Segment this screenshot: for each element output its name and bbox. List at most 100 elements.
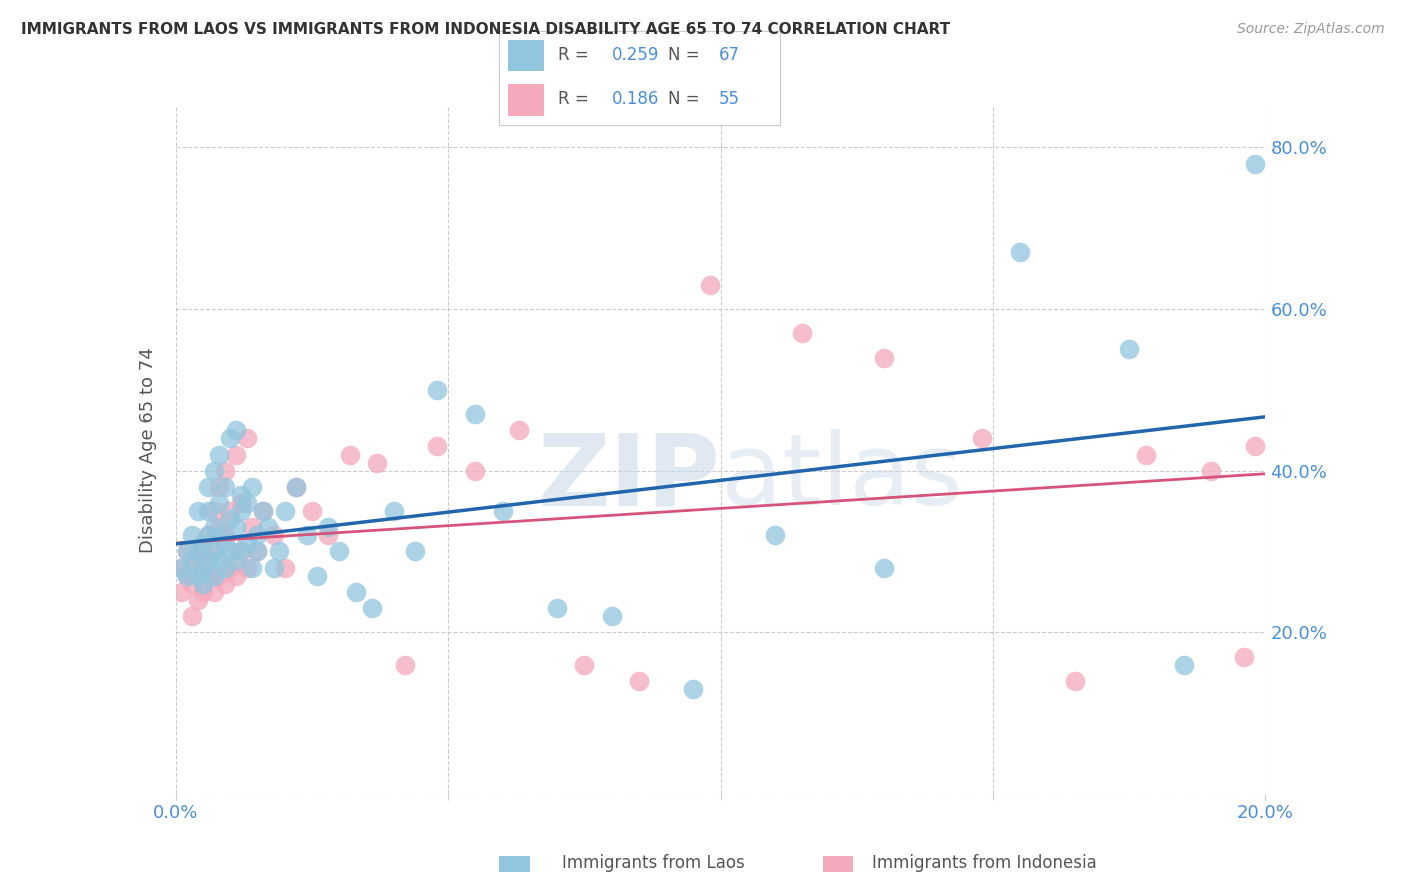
Point: [191, 576, 214, 591]
Point: [225, 552, 247, 566]
Text: 55: 55: [718, 90, 740, 108]
Point: [176, 544, 198, 558]
Point: [873, 560, 896, 574]
Point: [307, 568, 329, 582]
Point: [763, 528, 786, 542]
Point: [792, 326, 814, 341]
Point: [214, 560, 236, 574]
Point: [202, 568, 225, 582]
Point: [202, 520, 225, 534]
Point: [191, 585, 214, 599]
Point: [426, 439, 449, 453]
Point: [181, 609, 204, 624]
Point: [170, 585, 193, 599]
Point: [240, 560, 263, 574]
Point: [426, 383, 449, 397]
Point: [274, 504, 297, 518]
Point: [339, 448, 361, 462]
Point: [1173, 657, 1195, 672]
Point: [492, 504, 515, 518]
Text: 0.259: 0.259: [612, 46, 659, 64]
Point: [170, 560, 193, 574]
Text: N =: N =: [668, 90, 704, 108]
Point: [208, 520, 231, 534]
Point: [214, 528, 236, 542]
Point: [235, 496, 257, 510]
Point: [214, 536, 236, 550]
Point: [170, 560, 193, 574]
Point: [181, 576, 204, 591]
Point: [464, 407, 486, 421]
Point: [574, 657, 596, 672]
Point: [186, 504, 209, 518]
Text: 0.186: 0.186: [612, 90, 659, 108]
Point: [682, 681, 704, 696]
Point: [263, 528, 285, 542]
FancyBboxPatch shape: [508, 84, 544, 116]
Point: [284, 480, 307, 494]
Point: [360, 601, 382, 615]
Point: [186, 568, 209, 582]
Point: [382, 504, 405, 518]
Point: [231, 544, 253, 558]
Point: [318, 520, 340, 534]
Point: [202, 585, 225, 599]
Point: [219, 544, 242, 558]
Point: [186, 552, 209, 566]
Point: [176, 544, 198, 558]
Point: [235, 431, 257, 445]
Point: [219, 504, 242, 518]
Point: [1199, 464, 1222, 478]
Point: [214, 480, 236, 494]
Point: [197, 528, 219, 542]
Point: [1118, 343, 1140, 357]
Point: [246, 528, 269, 542]
Point: [1243, 439, 1265, 453]
Point: [197, 552, 219, 566]
Point: [191, 536, 214, 550]
Point: [202, 504, 225, 518]
Point: [197, 480, 219, 494]
Point: [240, 520, 263, 534]
Point: [873, 351, 896, 365]
Text: N =: N =: [668, 46, 704, 64]
Point: [257, 520, 280, 534]
Point: [240, 480, 263, 494]
Point: [219, 431, 242, 445]
Point: [231, 544, 253, 558]
Point: [246, 544, 269, 558]
Point: [269, 544, 291, 558]
Point: [186, 593, 209, 607]
Point: [208, 480, 231, 494]
Y-axis label: Disability Age 65 to 74: Disability Age 65 to 74: [139, 348, 157, 553]
Point: [208, 496, 231, 510]
Point: [202, 544, 225, 558]
Text: atlas: atlas: [721, 429, 962, 526]
Text: IMMIGRANTS FROM LAOS VS IMMIGRANTS FROM INDONESIA DISABILITY AGE 65 TO 74 CORREL: IMMIGRANTS FROM LAOS VS IMMIGRANTS FROM …: [21, 22, 950, 37]
Point: [464, 464, 486, 478]
Text: Immigrants from Indonesia: Immigrants from Indonesia: [872, 855, 1097, 872]
Point: [208, 568, 231, 582]
Point: [191, 544, 214, 558]
Point: [1063, 673, 1085, 688]
Point: [176, 568, 198, 582]
Text: Source: ZipAtlas.com: Source: ZipAtlas.com: [1237, 22, 1385, 37]
Point: [214, 464, 236, 478]
Point: [235, 536, 257, 550]
Point: [191, 560, 214, 574]
Text: Immigrants from Laos: Immigrants from Laos: [562, 855, 745, 872]
Point: [214, 576, 236, 591]
Point: [344, 585, 367, 599]
Point: [225, 520, 247, 534]
Text: 67: 67: [718, 46, 740, 64]
Point: [394, 657, 416, 672]
Point: [246, 544, 269, 558]
Point: [176, 568, 198, 582]
Point: [600, 609, 623, 624]
Point: [252, 504, 274, 518]
Point: [301, 504, 323, 518]
Text: R =: R =: [558, 46, 595, 64]
Point: [405, 544, 427, 558]
Point: [208, 528, 231, 542]
Point: [202, 464, 225, 478]
